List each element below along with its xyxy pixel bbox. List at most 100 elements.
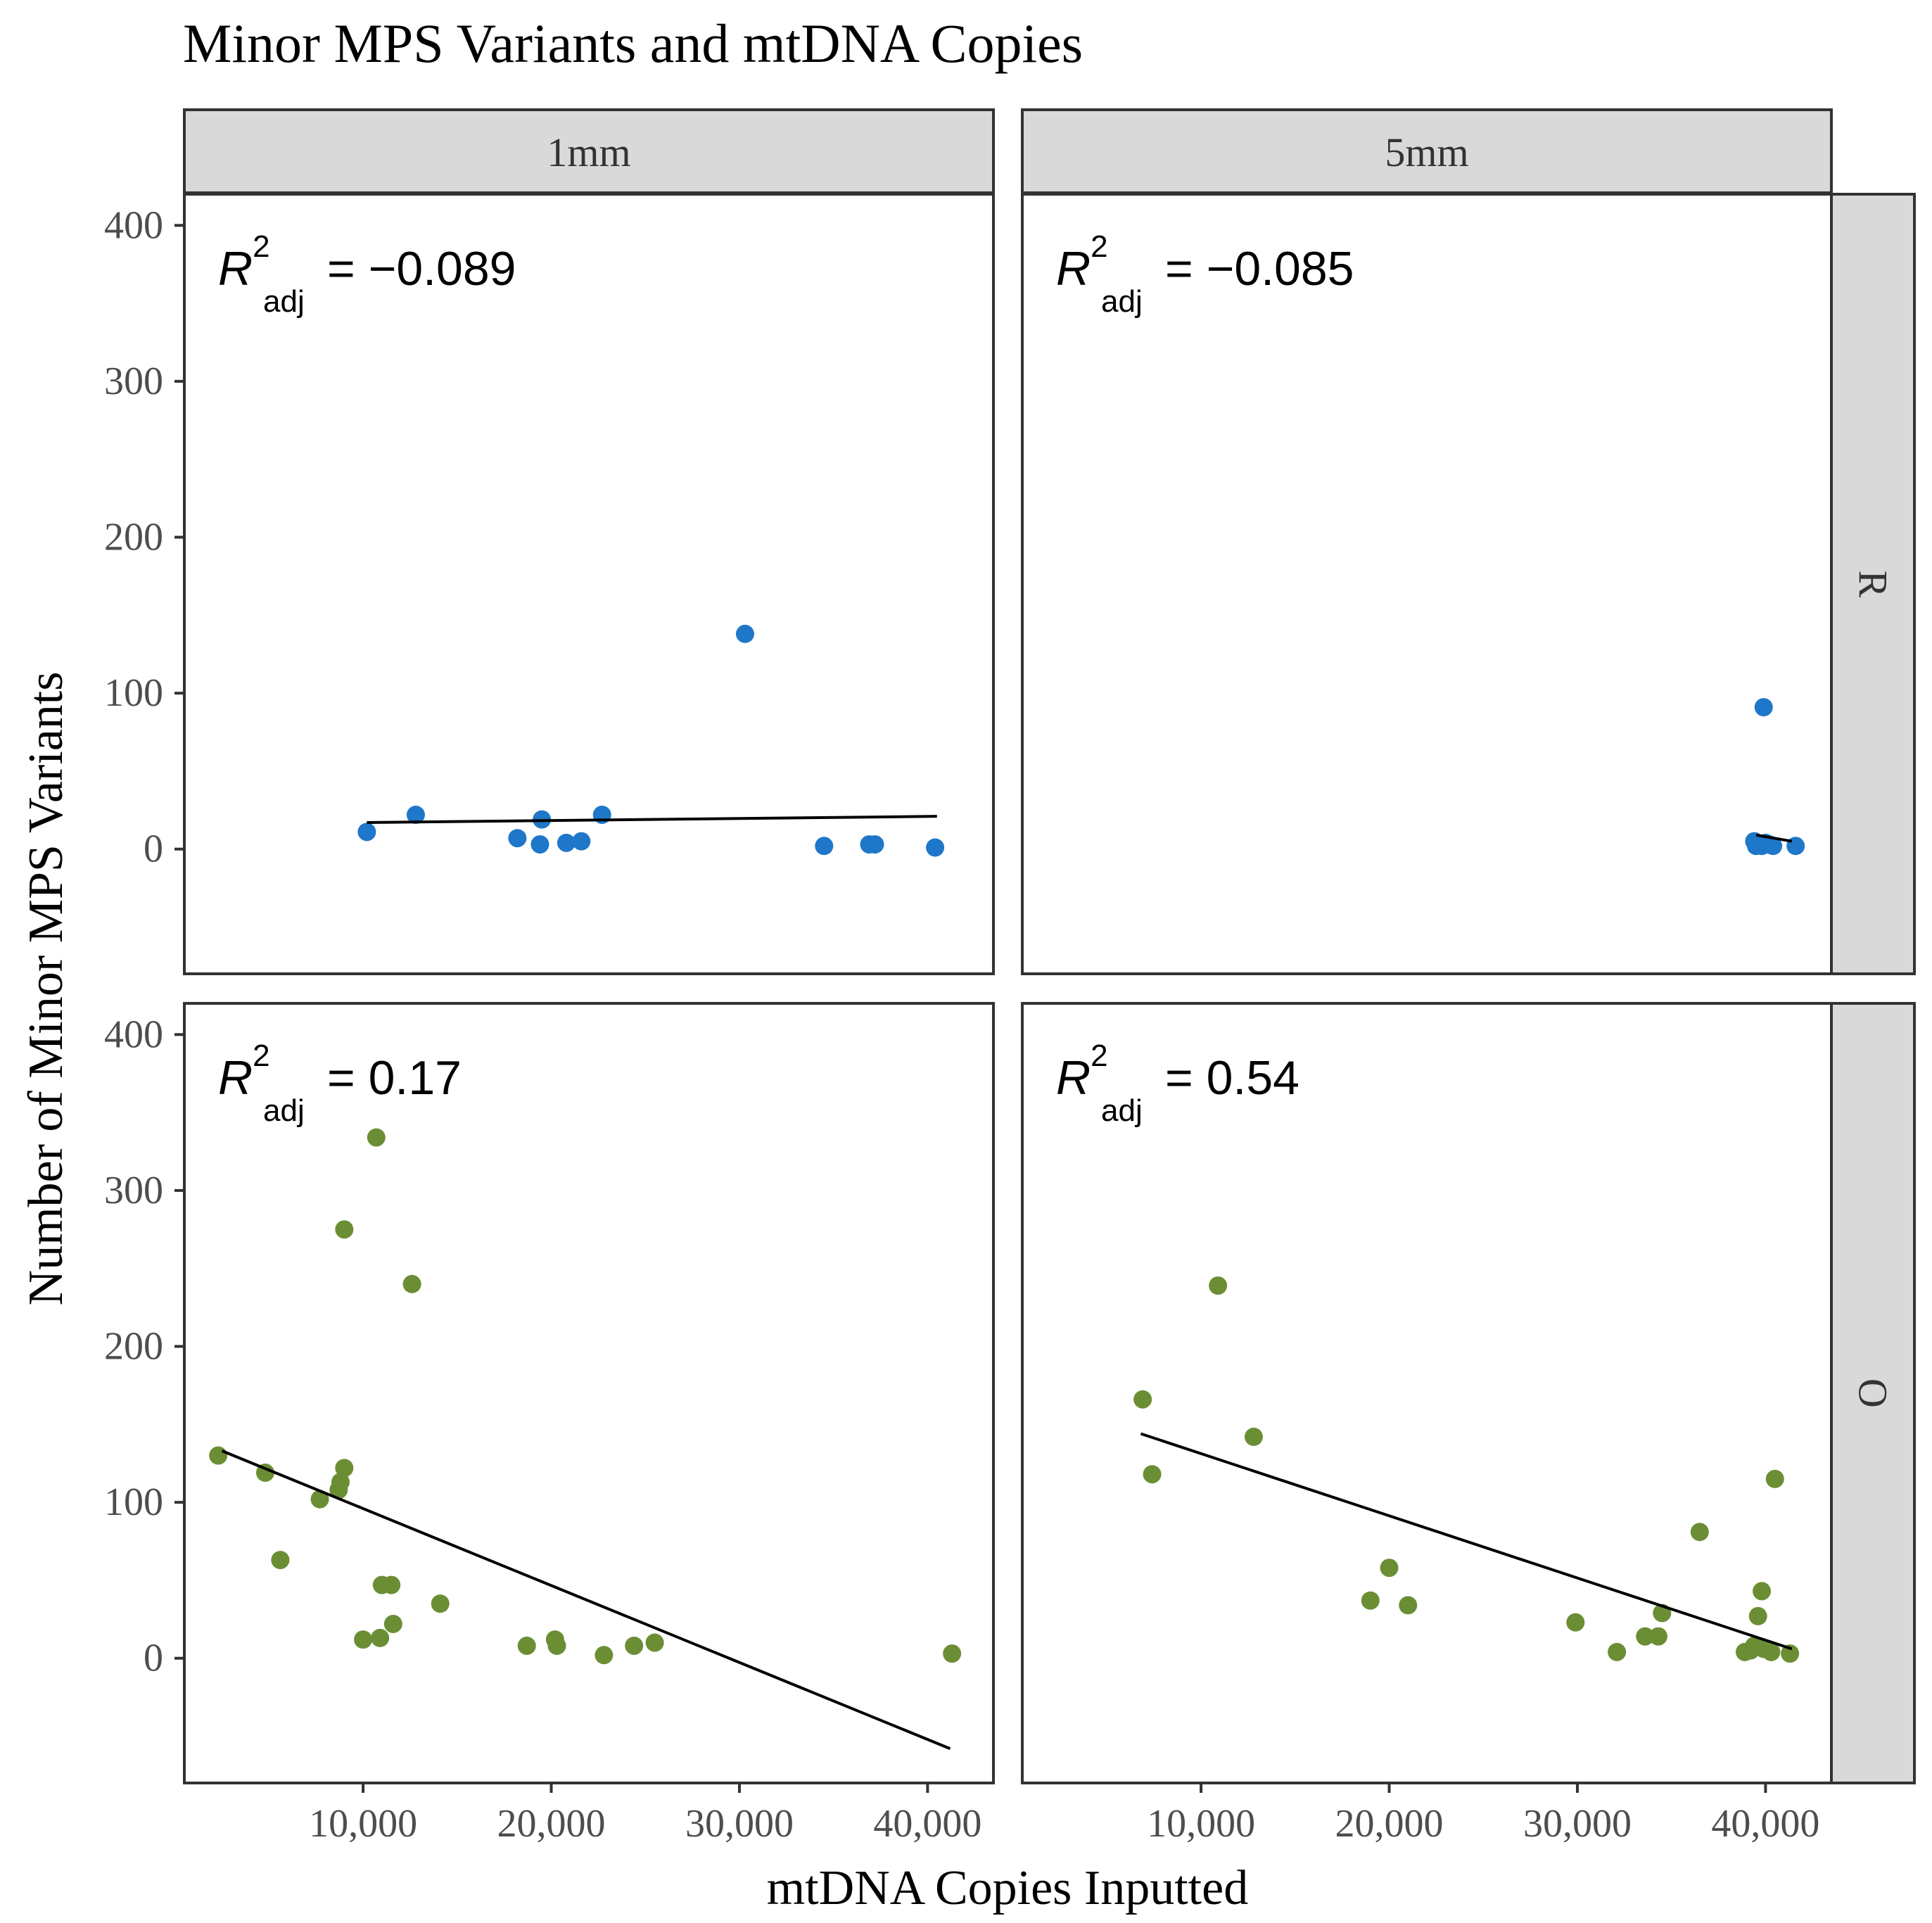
x-tick-label: 20,000: [497, 1802, 606, 1846]
facet-strip-label-O: O: [1850, 1378, 1896, 1408]
panel-frame-5mm-O: [1021, 1002, 1833, 1784]
r2-subscript: adj: [263, 284, 305, 319]
x-tick-label: 40,000: [1711, 1802, 1819, 1846]
x-tick-label: 10,000: [309, 1802, 417, 1846]
facet-strip-1mm: 1mm: [183, 108, 995, 194]
r2-superscript: 2: [253, 1039, 269, 1073]
r2-subscript: adj: [263, 1093, 305, 1128]
fit-line-1mm-O: [221, 1449, 951, 1751]
r2-subscript: adj: [1101, 1093, 1143, 1128]
data-marks: [209, 624, 1805, 1751]
data-point-5mm-O: [1748, 1606, 1767, 1625]
data-point-1mm-O: [943, 1644, 962, 1663]
data-point-1mm-O: [209, 1446, 228, 1465]
data-point-1mm-R: [815, 837, 834, 856]
x-tick-label: 30,000: [1523, 1802, 1632, 1846]
r2-symbol: R: [1056, 242, 1091, 296]
chart-title: Minor MPS Variants and mtDNA Copies: [183, 13, 1083, 74]
data-point-1mm-O: [382, 1575, 401, 1594]
data-point-1mm-O: [371, 1628, 390, 1647]
y-tick-label: 400: [104, 1013, 163, 1056]
r2-value: = −0.085: [1165, 242, 1354, 296]
y-axis-title: Number of Minor MPS Variants: [19, 672, 73, 1306]
r2-value: = 0.17: [327, 1051, 462, 1105]
data-point-5mm-O: [1762, 1642, 1781, 1661]
r2-symbol: R: [218, 242, 253, 296]
data-point-5mm-O: [1244, 1428, 1263, 1447]
data-point-1mm-O: [354, 1630, 373, 1649]
facet-strip-label-5mm: 5mm: [1385, 129, 1468, 175]
y-tick-label: 300: [104, 360, 163, 403]
facet-strip-label-R: R: [1850, 571, 1896, 598]
data-point-5mm-O: [1753, 1582, 1772, 1601]
y-tick-label: 100: [104, 671, 163, 715]
r2-subscript: adj: [1101, 284, 1143, 319]
data-point-1mm-O: [367, 1128, 386, 1147]
facet-strip-label-1mm: 1mm: [547, 129, 630, 175]
fit-line-1mm-R: [367, 815, 937, 825]
data-point-5mm-O: [1143, 1465, 1162, 1484]
data-point-5mm-O: [1566, 1613, 1585, 1632]
data-point-1mm-O: [310, 1490, 329, 1509]
x-tick-label: 30,000: [685, 1802, 794, 1846]
data-point-1mm-R: [406, 805, 425, 824]
y-tick-label: 200: [104, 516, 163, 559]
y-tick-label: 200: [104, 1325, 163, 1369]
facet-strip-R: R: [1830, 193, 1916, 975]
r2-superscript: 2: [1091, 229, 1107, 264]
data-point-1mm-R: [735, 624, 754, 643]
y-tick-label: 0: [144, 827, 163, 871]
data-point-5mm-R: [1754, 698, 1773, 717]
r2-value: = −0.089: [327, 242, 516, 296]
data-point-1mm-O: [331, 1473, 350, 1492]
data-point-1mm-O: [517, 1636, 536, 1655]
data-point-1mm-O: [402, 1274, 421, 1293]
data-point-5mm-O: [1361, 1591, 1380, 1610]
data-point-1mm-O: [383, 1614, 402, 1633]
data-point-1mm-O: [431, 1594, 450, 1613]
data-point-5mm-O: [1380, 1559, 1399, 1578]
data-point-5mm-O: [1399, 1596, 1418, 1615]
data-point-5mm-O: [1648, 1627, 1667, 1646]
x-axis-title: mtDNA Copies Inputted: [767, 1861, 1248, 1915]
panel-frame-5mm-R: [1021, 193, 1833, 975]
data-point-1mm-R: [508, 829, 527, 848]
r2-value: = 0.54: [1165, 1051, 1299, 1105]
data-point-1mm-R: [530, 835, 549, 854]
data-point-1mm-O: [547, 1636, 566, 1655]
data-point-5mm-O: [1781, 1644, 1800, 1663]
data-point-5mm-O: [1765, 1469, 1784, 1488]
data-point-1mm-O: [335, 1459, 354, 1478]
data-point-1mm-O: [335, 1220, 354, 1239]
data-point-1mm-O: [645, 1633, 664, 1652]
data-point-1mm-R: [572, 832, 591, 851]
x-tick-label: 40,000: [873, 1802, 981, 1846]
data-point-5mm-O: [1636, 1627, 1655, 1646]
data-point-1mm-R: [865, 835, 884, 854]
data-point-5mm-O: [1209, 1276, 1228, 1295]
r2-superscript: 2: [1091, 1039, 1107, 1073]
y-tick-label: 300: [104, 1169, 163, 1212]
r2-superscript: 2: [253, 229, 269, 264]
r2-label-1mm-O: R2 adj = 0.17: [218, 1039, 462, 1128]
panel-frame-1mm-R: [183, 193, 995, 975]
fit-line-5mm-R: [1755, 833, 1793, 843]
data-point-5mm-O: [1133, 1390, 1152, 1409]
r2-label-1mm-R: R2 adj = −0.089: [218, 229, 516, 319]
data-point-1mm-R: [557, 833, 576, 852]
r2-label-5mm-R: R2 adj = −0.085: [1056, 229, 1354, 319]
r2-symbol: R: [218, 1051, 253, 1105]
y-tick-label: 400: [104, 203, 163, 247]
data-point-1mm-O: [271, 1551, 290, 1570]
data-point-5mm-O: [1690, 1523, 1709, 1542]
x-tick-label: 10,000: [1147, 1802, 1255, 1846]
x-tick-label: 20,000: [1335, 1802, 1444, 1846]
r2-symbol: R: [1056, 1051, 1091, 1105]
r2-label-5mm-O: R2 adj = 0.54: [1056, 1039, 1299, 1128]
data-point-1mm-O: [595, 1646, 614, 1665]
data-point-1mm-R: [357, 823, 376, 842]
data-point-5mm-R: [1764, 837, 1783, 856]
panel-frame-1mm-O: [183, 1002, 995, 1784]
axis-ticks: 0 100 200 300 400 0 100 200 300 400 10,000 20,000 30…: [104, 203, 1819, 1846]
y-tick-label: 0: [144, 1637, 163, 1680]
